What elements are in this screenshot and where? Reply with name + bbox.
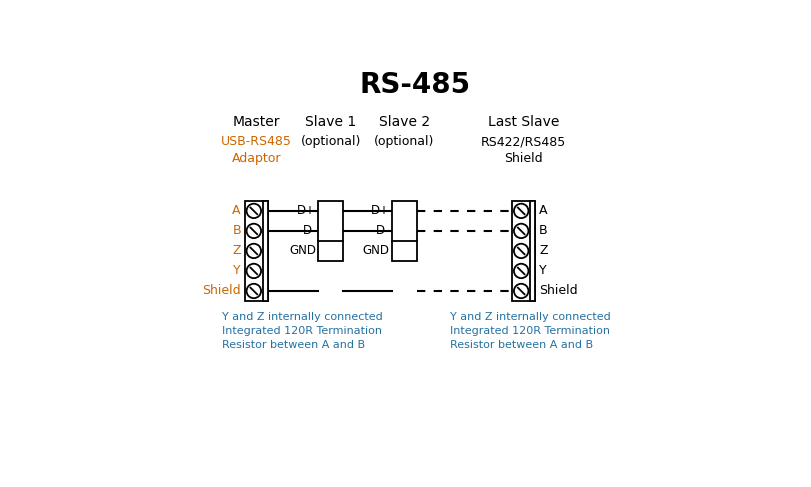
Circle shape [247,224,261,238]
Text: A: A [233,205,241,217]
Text: Y and Z internally connected
Integrated 120R Termination
Resistor between A and : Y and Z internally connected Integrated … [450,312,611,350]
Text: A: A [539,205,547,217]
Text: Slave 2: Slave 2 [379,114,430,129]
Text: Z: Z [233,244,241,258]
Text: Last Slave: Last Slave [488,114,560,129]
Text: Y and Z internally connected
Integrated 120R Termination
Resistor between A and : Y and Z internally connected Integrated … [221,312,382,350]
Circle shape [514,264,529,278]
Text: Shield: Shield [539,284,578,298]
Bar [530,201,535,301]
Text: Y: Y [539,264,547,278]
Text: RS422/RS485
Shield: RS422/RS485 Shield [481,135,566,166]
Text: Shield: Shield [202,284,241,298]
Text: D-: D- [376,225,389,238]
Bar [319,201,343,261]
Bar [512,201,535,301]
Circle shape [247,284,261,298]
Text: Slave 1: Slave 1 [305,114,356,129]
Text: B: B [539,225,548,238]
Circle shape [514,204,529,218]
Text: GND: GND [289,244,316,258]
Text: (optional): (optional) [374,135,435,149]
Text: D+: D+ [297,205,316,217]
Circle shape [514,244,529,258]
Text: D+: D+ [371,205,389,217]
Circle shape [514,284,529,298]
Bar [392,201,417,261]
Text: Y: Y [234,264,241,278]
Text: RS-485: RS-485 [360,72,471,99]
Circle shape [247,244,261,258]
Text: D-: D- [303,225,316,238]
Text: GND: GND [363,244,389,258]
Text: USB-RS485
Adaptor: USB-RS485 Adaptor [221,135,292,166]
Bar [245,201,268,301]
Text: Master: Master [233,114,280,129]
Circle shape [514,224,529,238]
Text: Z: Z [539,244,547,258]
Bar [263,201,268,301]
Text: (optional): (optional) [301,135,361,149]
Circle shape [247,204,261,218]
Text: B: B [232,225,241,238]
Circle shape [247,264,261,278]
